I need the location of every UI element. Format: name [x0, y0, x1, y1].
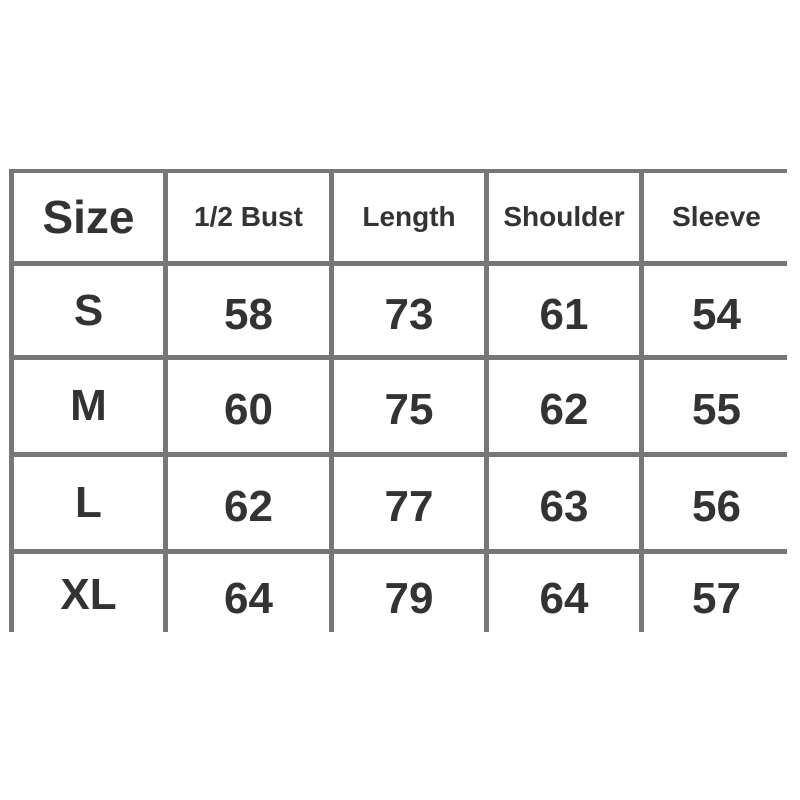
size-label-cell: S: [14, 266, 163, 355]
size-chart-table: Size 1/2 Bust Length Shoulder Sleeve S 58 73 61 5…: [9, 169, 789, 636]
measurement-cell: 73: [334, 266, 484, 355]
header-cell: Shoulder: [489, 173, 639, 261]
measurement-cell: 55: [644, 360, 789, 452]
measurement-cell: 57: [644, 554, 789, 636]
measurement-cell: 56: [644, 457, 789, 549]
measurement-cell: 62: [489, 360, 639, 452]
measurement-cell: 79: [334, 554, 484, 636]
measurement-cell: 54: [644, 266, 789, 355]
header-cell: Size: [14, 173, 163, 261]
measurement-cell: 77: [334, 457, 484, 549]
header-cell: 1/2 Bust: [168, 173, 329, 261]
measurement-cell: 64: [489, 554, 639, 636]
measurement-cell: 60: [168, 360, 329, 452]
header-cell: Length: [334, 173, 484, 261]
measurement-cell: 61: [489, 266, 639, 355]
size-label-cell: L: [14, 457, 163, 549]
measurement-cell: 62: [168, 457, 329, 549]
size-label-cell: XL: [14, 554, 163, 636]
measurement-cell: 64: [168, 554, 329, 636]
header-cell: Sleeve: [644, 173, 789, 261]
measurement-cell: 75: [334, 360, 484, 452]
size-label-cell: M: [14, 360, 163, 452]
measurement-cell: 58: [168, 266, 329, 355]
measurement-cell: 63: [489, 457, 639, 549]
